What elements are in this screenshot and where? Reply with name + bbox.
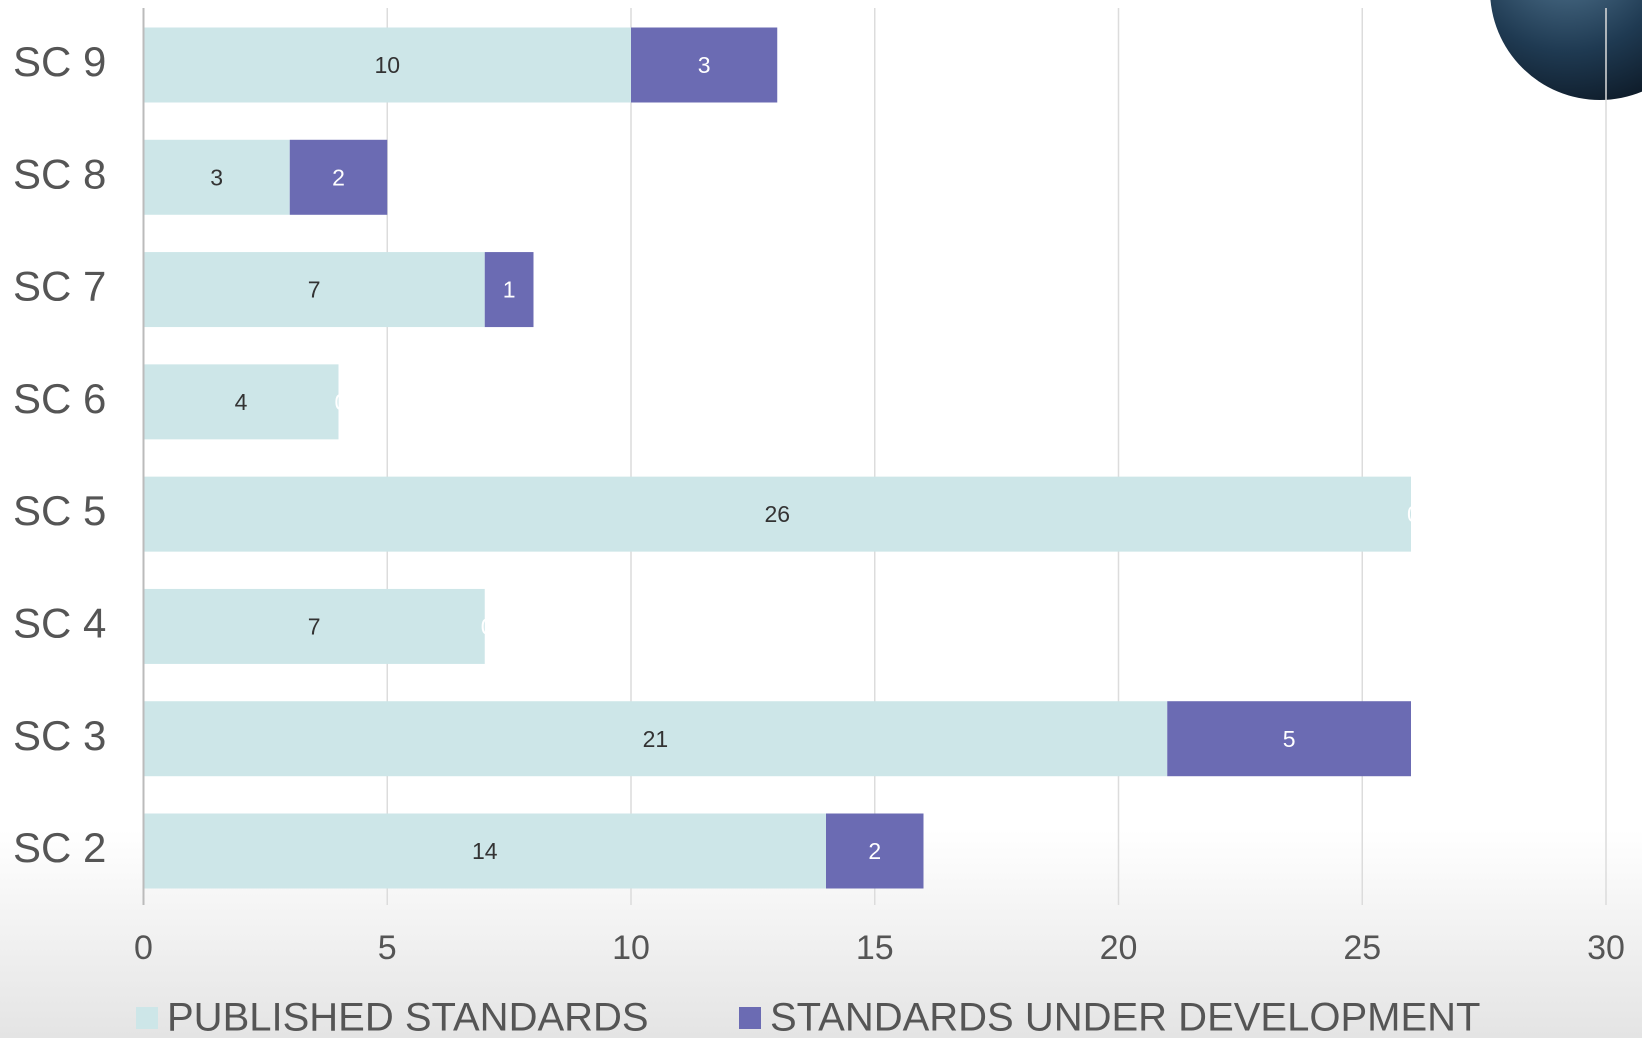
data-label: 0 [481,614,494,640]
y-tick-label: SC 9 [13,38,106,85]
data-label: 7 [308,614,321,640]
x-tick-label: 30 [1587,929,1625,967]
x-tick-label: 5 [378,929,397,967]
data-label: 1 [503,277,516,303]
legend-label: PUBLISHED STANDARDS [167,996,649,1038]
data-label: 0 [1407,501,1420,527]
legend-label: STANDARDS UNDER DEVELOPMENT [770,996,1480,1038]
data-label: 2 [868,838,881,864]
data-label: 7 [308,277,321,303]
y-tick-label: SC 8 [13,150,106,197]
data-label: 2 [332,164,345,190]
data-label: 4 [235,389,248,415]
x-tick-label: 0 [134,929,153,967]
x-tick-label: 15 [856,929,894,967]
x-tick-label: 20 [1100,929,1138,967]
y-tick-label: SC 2 [13,824,106,871]
y-tick-label: SC 5 [13,487,106,534]
chart: 051015202530SC 2142SC 3215SC 470SC 5260S… [0,0,1642,1038]
x-tick-label: 10 [612,929,650,967]
data-label: 3 [698,52,711,78]
y-tick-label: SC 7 [13,263,106,310]
data-label: 26 [764,501,790,527]
legend-swatch [739,1007,761,1029]
legend-swatch [136,1007,158,1029]
data-label: 14 [472,838,498,864]
y-tick-label: SC 6 [13,375,106,422]
data-label: 0 [335,389,348,415]
y-tick-label: SC 4 [13,600,106,647]
data-label: 5 [1283,726,1296,752]
data-label: 21 [643,726,669,752]
x-tick-label: 25 [1343,929,1381,967]
data-label: 10 [374,52,400,78]
data-label: 3 [210,164,223,190]
y-tick-label: SC 3 [13,712,106,759]
